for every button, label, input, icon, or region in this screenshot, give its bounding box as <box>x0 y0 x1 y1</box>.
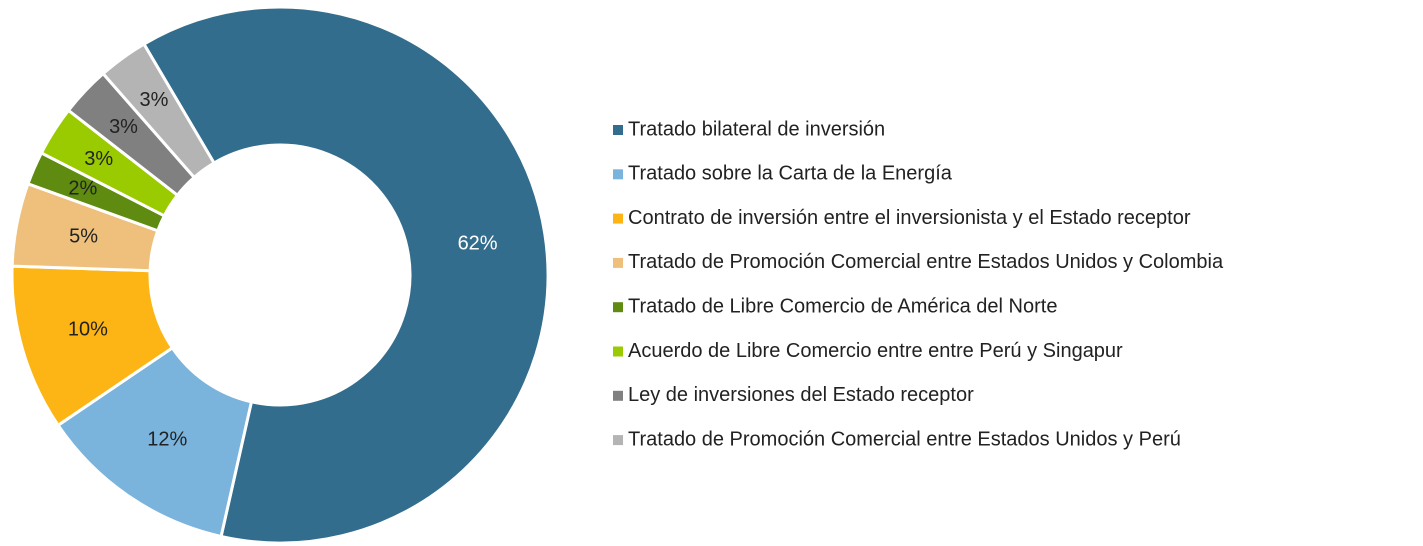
donut-slice <box>141 5 550 545</box>
legend-swatch <box>613 346 623 357</box>
data-label: 5% <box>69 225 98 247</box>
legend-swatch <box>613 435 623 446</box>
legend-label: Contrato de inversión entre el inversion… <box>628 207 1191 229</box>
legend-swatch <box>613 302 623 313</box>
legend-swatch <box>613 390 623 401</box>
data-label: 3% <box>139 89 168 111</box>
legend-label: Acuerdo de Libre Comercio entre entre Pe… <box>628 340 1123 362</box>
legend-label: Tratado sobre la Carta de la Energía <box>628 163 953 185</box>
legend-label: Tratado de Promoción Comercial entre Est… <box>628 428 1181 450</box>
data-label: 2% <box>68 178 97 200</box>
legend-label: Tratado de Promoción Comercial entre Est… <box>628 251 1224 273</box>
data-label: 3% <box>109 116 138 138</box>
data-label: 10% <box>68 319 108 341</box>
legend-swatch <box>613 257 623 268</box>
legend-label: Tratado de Libre Comercio de América del… <box>628 295 1057 317</box>
legend-swatch <box>613 213 623 224</box>
donut-slice <box>101 42 217 180</box>
legend-swatch <box>613 125 623 135</box>
legend-label: Tratado bilateral de inversión <box>628 118 885 140</box>
data-label: 62% <box>458 232 498 254</box>
data-label: 12% <box>147 429 187 451</box>
legend-label: Ley de inversiones del Estado receptor <box>628 384 974 406</box>
data-label: 3% <box>84 148 113 170</box>
legend-swatch <box>613 169 623 180</box>
